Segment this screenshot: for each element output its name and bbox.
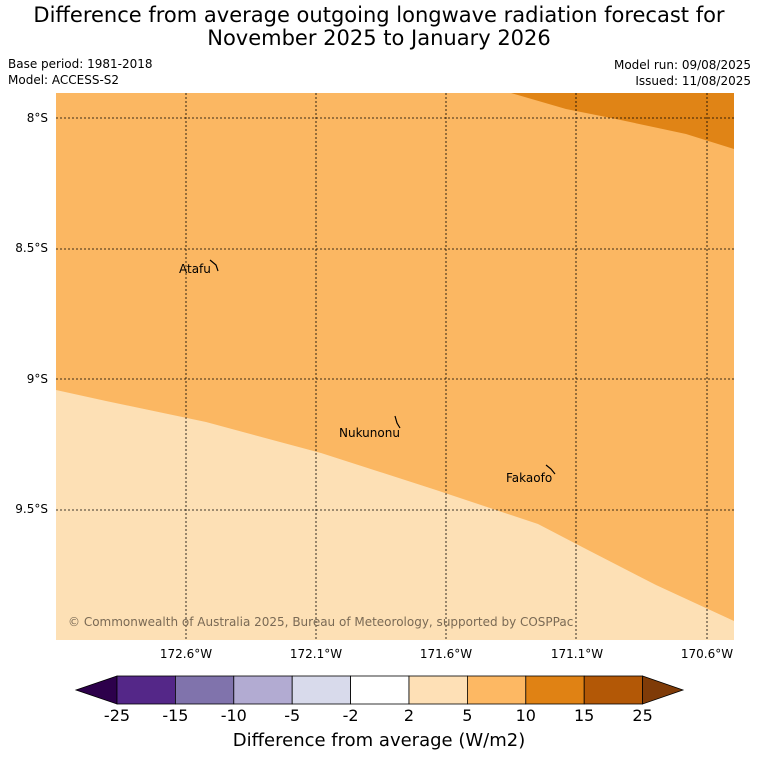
meta-right: Model run: 09/08/2025 Issued: 11/08/2025 [614, 57, 751, 89]
colorbar-tick: -25 [103, 706, 131, 725]
colorbar-tick: 25 [632, 706, 653, 725]
place-label-fakaofo: Fakaofo [506, 471, 552, 485]
colorbar-bin-9 [583, 675, 644, 705]
map-panel[interactable]: Atafu Nukunonu Fakaofo © Commonwealth of… [56, 93, 734, 640]
colorbar-svg [74, 675, 685, 705]
model-name: Model: ACCESS-S2 [8, 73, 120, 87]
colorbar-bin-3 [233, 675, 293, 705]
meta-left: Base period: 1981-2018 Model: ACCESS-S2 [8, 56, 153, 88]
colorbar-label: Difference from average (W/m2) [232, 730, 526, 751]
lon-label-172-1w: 172.1°W [289, 647, 343, 661]
model-run: Model run: 09/08/2025 [613, 58, 751, 72]
title-line-2: November 2025 to January 2026 [207, 26, 551, 50]
colorbar-tick: -5 [284, 706, 301, 725]
anomaly-region-2-5 [56, 390, 734, 640]
lat-label-8s: 8°S [26, 111, 48, 125]
anomaly-region-10-15 [511, 93, 734, 149]
colorbar-tick: -10 [220, 706, 247, 725]
colorbar-tick: 2 [403, 706, 415, 725]
colorbar-tick: -2 [342, 706, 359, 725]
fakaofo-atoll-outline [545, 464, 556, 475]
lat-label-9-5s: 9.5°S [15, 502, 48, 516]
graticule [56, 93, 734, 640]
colorbar-tick: 10 [515, 706, 536, 725]
colorbar-bin-5 [350, 675, 410, 705]
lon-label-171-6w: 171.6°W [419, 647, 473, 661]
colorbar [74, 674, 686, 706]
colorbar-tick: 5 [462, 706, 473, 725]
colorbar-extend-low [74, 675, 118, 705]
base-period: Base period: 1981-2018 [8, 57, 153, 71]
place-label-atafu: Atafu [179, 262, 211, 276]
colorbar-tick: -15 [162, 706, 189, 725]
colorbar-extend-high [642, 675, 685, 705]
colorbar-bin-1 [116, 675, 176, 705]
atafu-atoll-outline [209, 259, 219, 272]
copyright-notice: © Commonwealth of Australia 2025, Bureau… [68, 615, 573, 629]
issued-date: Issued: 11/08/2025 [635, 74, 751, 88]
lon-label-170-6w: 170.6°W [680, 647, 734, 661]
lon-label-172-6w: 172.6°W [159, 647, 213, 661]
map-svg: Atafu Nukunonu Fakaofo © Commonwealth of… [56, 93, 734, 640]
colorbar-tick: 15 [574, 706, 595, 725]
chart-title: Difference from average outgoing longwav… [0, 4, 758, 50]
lat-label-8-5s: 8.5°S [15, 241, 48, 255]
lon-label-171-1w: 171.1°W [550, 647, 604, 661]
colorbar-bin-8 [525, 675, 585, 705]
lat-label-9s: 9°S [26, 372, 48, 386]
place-label-nukunonu: Nukunonu [339, 426, 400, 440]
nukunonu-atoll-outline [394, 415, 401, 429]
title-line-1: Difference from average outgoing longwav… [33, 3, 725, 27]
colorbar-bin-4 [291, 675, 351, 705]
colorbar-bin-2 [175, 675, 235, 705]
colorbar-bin-6 [408, 675, 468, 705]
colorbar-bin-7 [466, 675, 527, 705]
